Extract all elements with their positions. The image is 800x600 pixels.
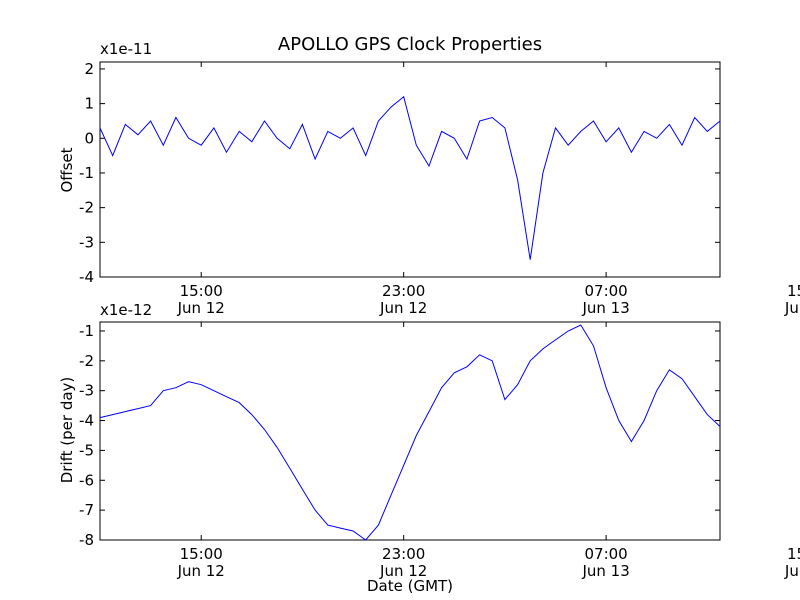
offset-y-tick-label: -4 bbox=[79, 268, 94, 286]
offset-y-tick-label: -2 bbox=[79, 199, 94, 217]
drift-y-tick-label: -5 bbox=[79, 441, 94, 459]
offset-x-tick-time: 07:00 bbox=[585, 282, 628, 300]
offset-x-tick-date: Jun 13 bbox=[784, 299, 800, 317]
offset-y-ticks: -4 -3 -2 -1 0 1 2 bbox=[79, 60, 720, 286]
drift-y-tick-label: -3 bbox=[79, 382, 94, 400]
drift-y-tick-label: -1 bbox=[79, 322, 94, 340]
drift-x-axis-label: Date (GMT) bbox=[367, 577, 453, 595]
drift-x-tick-date: Jun 12 bbox=[177, 562, 225, 580]
drift-x-tick-time: 23:00 bbox=[382, 545, 425, 563]
drift-series-line bbox=[99, 324, 721, 541]
drift-x-tick-time: 15:00 bbox=[787, 545, 800, 563]
drift-x-tick-time: 07:00 bbox=[585, 545, 628, 563]
offset-x-tick-date: Jun 13 bbox=[581, 299, 629, 317]
offset-y-tick-label: -1 bbox=[79, 164, 94, 182]
offset-y-tick-label: 0 bbox=[84, 129, 94, 147]
offset-x-tick-date: Jun 12 bbox=[379, 299, 427, 317]
drift-x-tick-time: 15:00 bbox=[180, 545, 223, 563]
offset-x-tick-time: 23:00 bbox=[382, 282, 425, 300]
offset-y-multiplier: x1e-11 bbox=[100, 40, 152, 58]
drift-chart-frame bbox=[99, 321, 721, 541]
drift-y-tick-label: -6 bbox=[79, 471, 94, 489]
offset-y-tick-label: 2 bbox=[84, 60, 94, 78]
offset-series-line bbox=[99, 95, 721, 260]
offset-chart-frame bbox=[99, 61, 721, 278]
drift-x-tick-date: Jun 13 bbox=[784, 562, 800, 580]
drift-y-tick-label: -7 bbox=[79, 501, 94, 519]
offset-y-tick-label: -3 bbox=[79, 233, 94, 251]
drift-y-tick-label: -4 bbox=[79, 412, 94, 430]
drift-y-multiplier: x1e-12 bbox=[100, 301, 152, 319]
drift-x-tick-date: Jun 13 bbox=[581, 562, 629, 580]
drift-x-tick-date: Jun 12 bbox=[379, 562, 427, 580]
figure-title: APOLLO GPS Clock Properties bbox=[278, 34, 542, 55]
drift-y-axis-label: Drift (per day) bbox=[58, 377, 76, 484]
drift-y-ticks: -8 -7 -6 -5 -4 -3 -2 -1 bbox=[79, 322, 720, 549]
drift-y-tick-label: -8 bbox=[79, 531, 94, 549]
drift-y-tick-label: -2 bbox=[79, 352, 94, 370]
offset-y-axis-label: Offset bbox=[58, 147, 76, 192]
offset-x-tick-time: 15:00 bbox=[180, 282, 223, 300]
offset-y-tick-label: 1 bbox=[84, 95, 94, 113]
drift-chart: x1e-12 Drift (per day) Date (GMT) -8 -7 -6… bbox=[58, 301, 800, 595]
offset-x-tick-date: Jun 12 bbox=[177, 299, 225, 317]
offset-x-tick-time: 15:00 bbox=[787, 282, 800, 300]
